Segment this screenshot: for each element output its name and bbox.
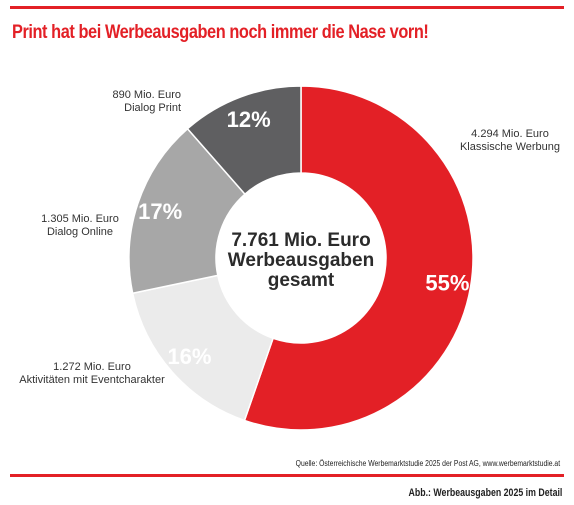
donut-slice-1 [131,274,275,422]
top-rule [10,6,564,9]
slice-label-3: 890 Mio. Euro Dialog Print [113,89,181,114]
center-text-line-0: 7.761 Mio. Euro [231,230,370,251]
percent-label-0: 55% [425,271,469,296]
percent-labels: 55% 16% 17% 12% [138,107,469,369]
slice-label-1: 1.272 Mio. Euro Aktivitäten mit Eventchar… [19,361,165,386]
center-text-line-1: Werbeausgaben [228,250,374,271]
slice-labels: 4.294 Mio. Euro Klassische Werbung 1.272 M… [19,89,560,386]
figure-caption: Abb.: Werbeausgaben 2025 im Detail [408,487,562,499]
source-note: Quelle: Österreichische Werbemarktstudie… [295,459,560,468]
percent-label-1: 16% [167,344,211,369]
bottom-rule [10,474,564,477]
donut-slice-3 [186,85,302,196]
donut-slices [128,85,474,431]
percent-label-2: 17% [138,199,182,224]
slice-label-2: 1.305 Mio. Euro Dialog Online [41,213,119,238]
donut-slice-2 [128,127,246,295]
slice-label-0: 4.294 Mio. Euro Klassische Werbung [460,128,560,153]
chart-title: Print hat bei Werbeausgaben noch immer d… [12,22,429,43]
percent-label-3: 12% [227,107,271,132]
center-text-line-2: gesamt [268,270,335,291]
